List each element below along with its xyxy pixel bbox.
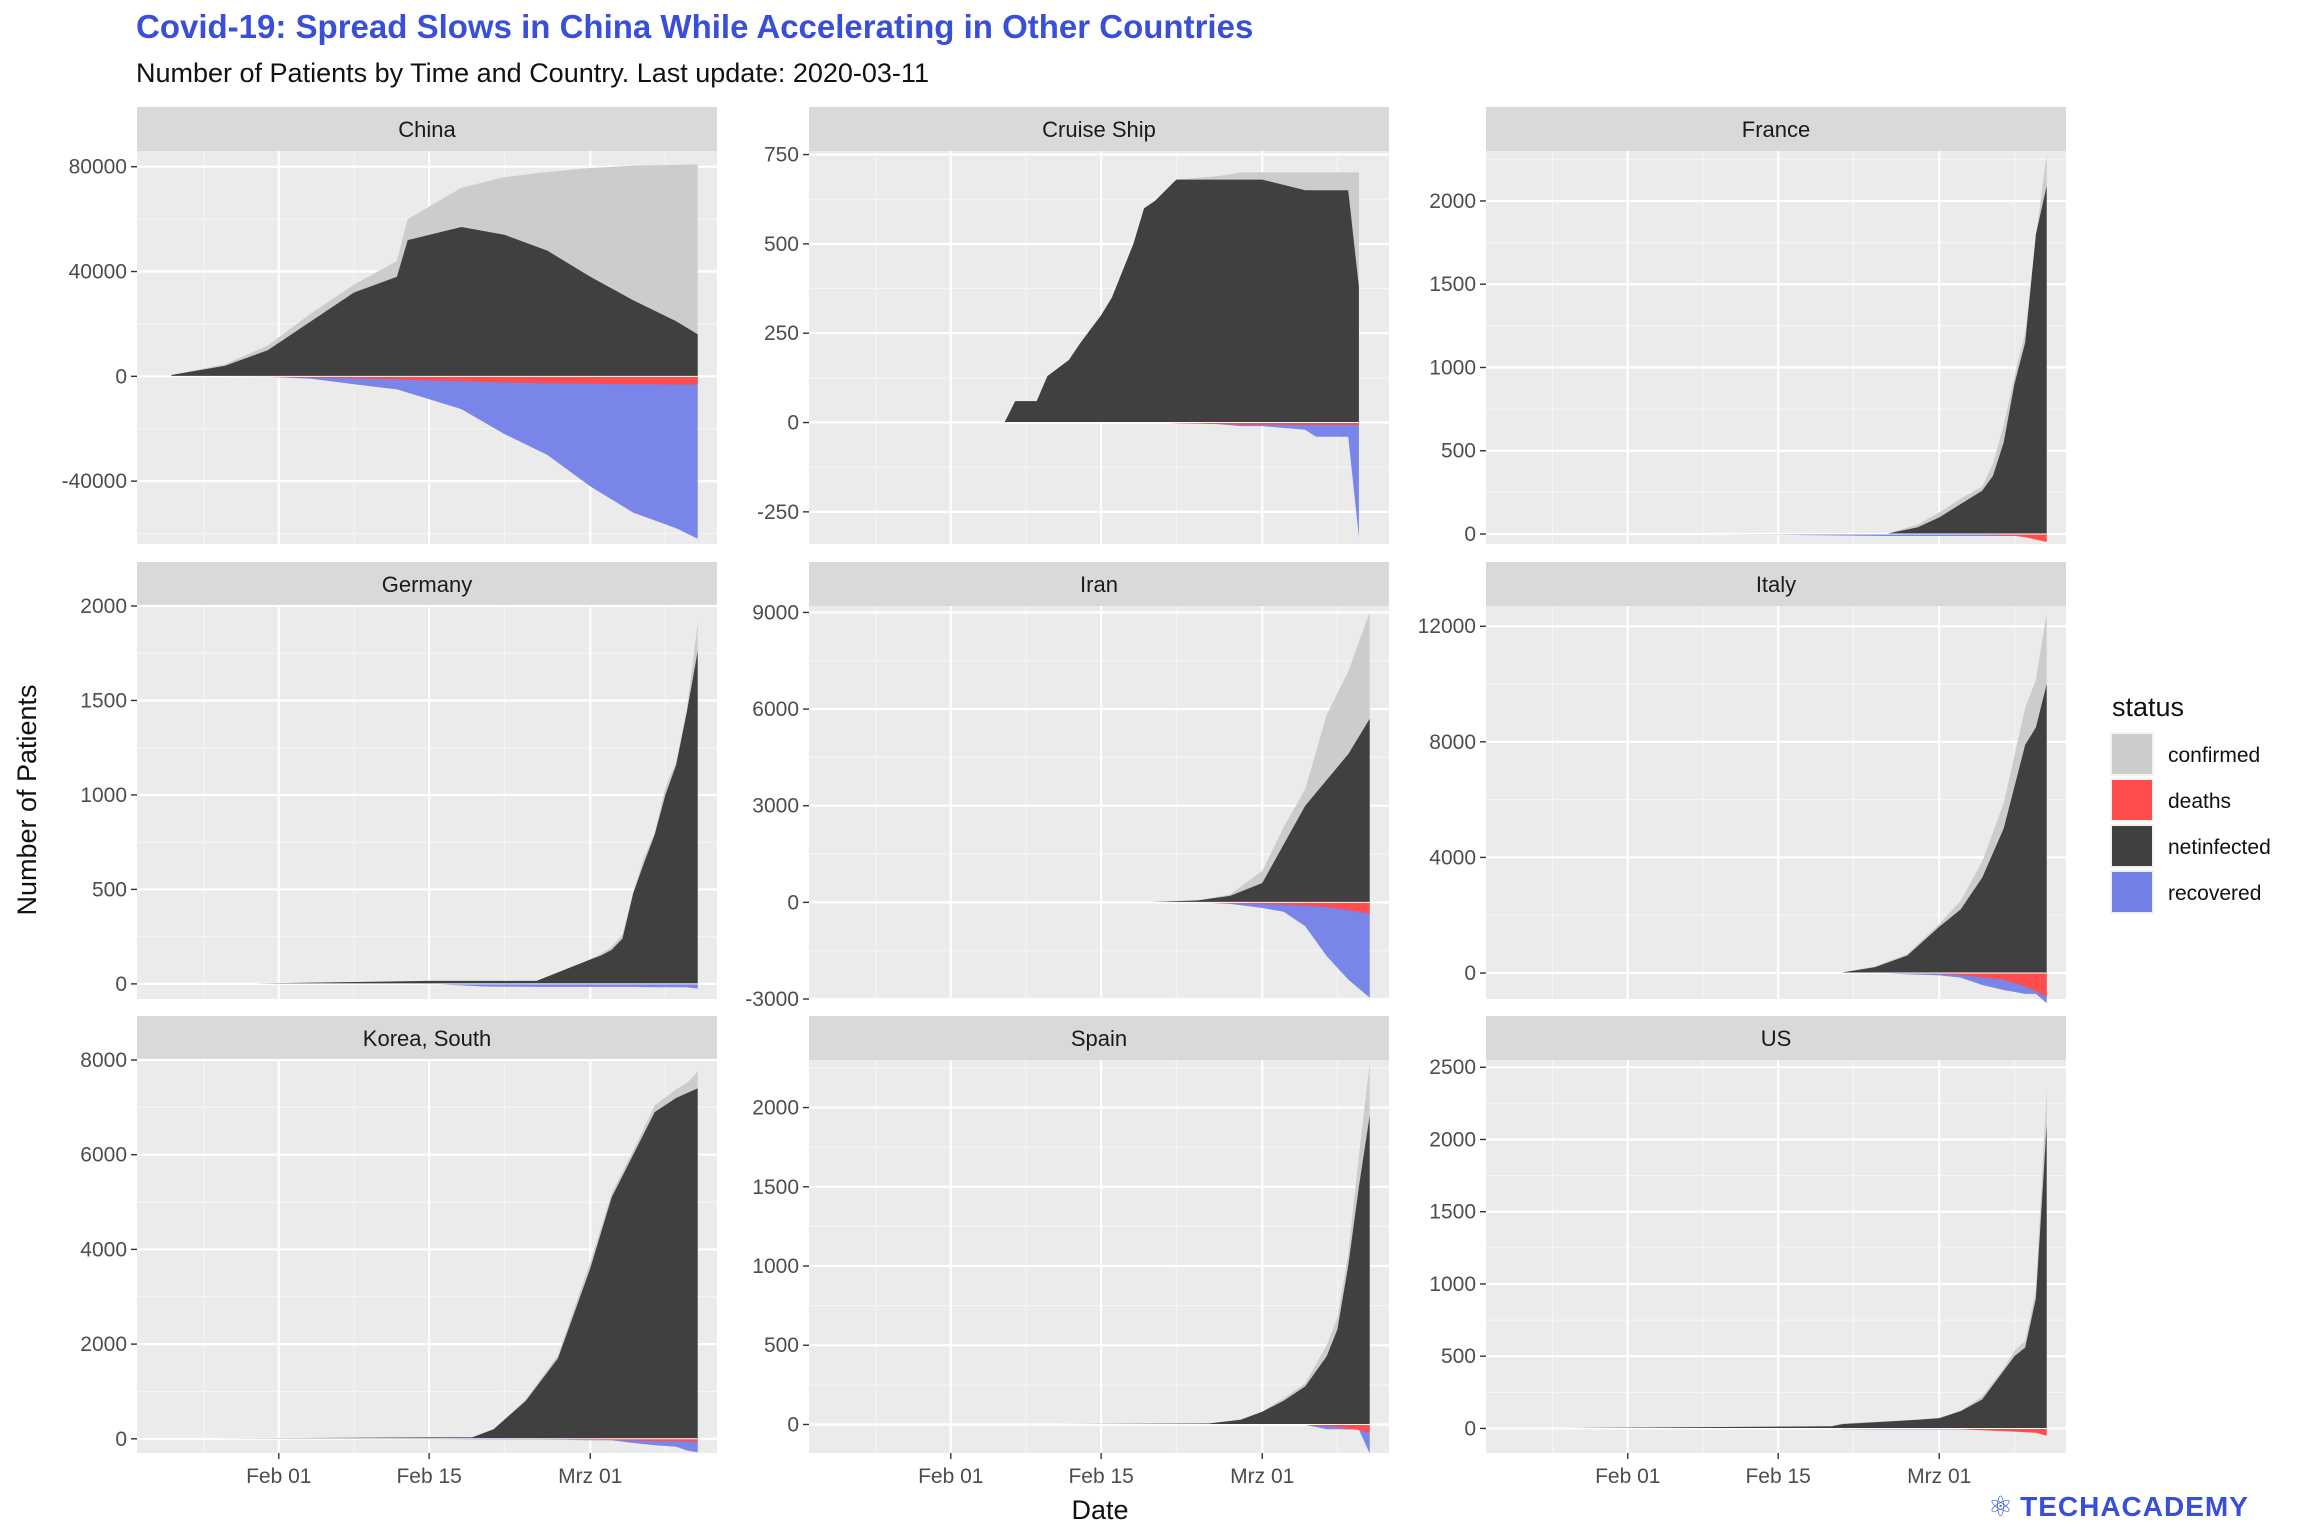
y-tick-label: 1500	[752, 1176, 799, 1199]
y-tick-label: 80000	[69, 156, 127, 179]
legend-key-deaths	[2112, 780, 2152, 820]
y-tick-label: 1500	[80, 689, 127, 712]
logo-text: TECHACADEMY	[2020, 1491, 2249, 1522]
y-tick-label: -40000	[62, 470, 127, 493]
panel-strip-label: Spain	[1071, 1026, 1127, 1051]
panel-background	[1486, 1060, 2066, 1453]
y-tick-label: -250	[757, 501, 799, 524]
x-axis-title: Date	[1071, 1495, 1128, 1525]
x-tick-label: Mrz 01	[558, 1465, 622, 1488]
y-tick-label: 2000	[80, 1333, 127, 1356]
y-tick-label: 500	[1441, 440, 1476, 463]
y-tick-label: 1000	[80, 784, 127, 807]
panel-china: China -40000 0 40000 80000	[62, 107, 717, 544]
panel-france: France 0 500 1000 1500 2000	[1429, 107, 2066, 546]
y-tick-label: 1500	[1429, 1201, 1476, 1224]
panel-spain: Spain 0 500 1000 1500 2000 Feb 01 Feb 15 Mrz 01	[752, 1016, 1389, 1488]
panel-strip-label: US	[1761, 1026, 1792, 1051]
x-tick-label: Feb 01	[1595, 1465, 1660, 1488]
techacademy-logo: ⚛ TECHACADEMY	[1988, 1490, 2249, 1523]
y-axis-title: Number of Patients	[12, 684, 42, 915]
legend-label-netinfected: netinfected	[2168, 836, 2271, 859]
y-tick-label: 0	[787, 1413, 799, 1436]
legend-label-confirmed: confirmed	[2168, 744, 2260, 767]
y-tick-label: 9000	[752, 601, 799, 624]
legend-key-confirmed	[2112, 734, 2152, 774]
panel-strip-label: Iran	[1080, 572, 1118, 597]
y-tick-label: 500	[1441, 1345, 1476, 1368]
y-tick-label: 0	[1464, 1417, 1476, 1440]
legend-label-recovered: recovered	[2168, 882, 2261, 905]
y-tick-label: 2000	[1429, 190, 1476, 213]
panel-background	[1486, 151, 2066, 544]
y-tick-label: 0	[1464, 962, 1476, 985]
y-tick-label: 0	[787, 891, 799, 914]
legend: status confirmed deaths netinfected recovere…	[2110, 692, 2271, 914]
panel-italy: Italy 0 4000 8000 12000	[1418, 562, 2066, 1003]
y-tick-label: 2000	[80, 595, 127, 618]
legend-key-netinfected	[2112, 826, 2152, 866]
panel-strip-label: Germany	[382, 572, 472, 597]
y-tick-label: 8000	[1429, 731, 1476, 754]
panel-cruise-ship: Cruise Ship -250 0 250 500 750	[757, 107, 1389, 544]
y-tick-label: 1500	[1429, 273, 1476, 296]
panel-iran: Iran -3000 0 3000 6000 9000	[745, 562, 1389, 1011]
legend-key-recovered	[2112, 872, 2152, 912]
y-tick-label: 500	[764, 1334, 799, 1357]
y-tick-label: 500	[92, 878, 127, 901]
y-tick-label: -3000	[745, 988, 799, 1011]
x-tick-label: Feb 01	[246, 1465, 311, 1488]
panel-strip-label: Korea, South	[363, 1026, 491, 1051]
y-tick-label: 3000	[752, 795, 799, 818]
x-tick-label: Feb 01	[918, 1465, 983, 1488]
y-tick-label: 0	[115, 973, 127, 996]
y-tick-label: 0	[115, 365, 127, 388]
y-tick-label: 1000	[1429, 356, 1476, 379]
x-tick-label: Feb 15	[396, 1465, 461, 1488]
y-tick-label: 2500	[1429, 1056, 1476, 1079]
panel-korea-south: Korea, South 0 2000 4000 6000 8000 Feb 01 Feb 1…	[80, 1016, 717, 1488]
y-tick-label: 750	[764, 144, 799, 167]
y-tick-label: 2000	[1429, 1128, 1476, 1151]
y-tick-label: 4000	[1429, 846, 1476, 869]
y-tick-label: 500	[764, 233, 799, 256]
y-tick-label: 12000	[1418, 615, 1476, 638]
panel-us: US 0 500 1000 1500 2000 2500 Feb 01 Feb 15 Mrz 01	[1429, 1016, 2066, 1488]
y-tick-label: 1000	[1429, 1273, 1476, 1296]
panel-strip-label: Italy	[1756, 572, 1796, 597]
y-tick-label: 0	[115, 1428, 127, 1451]
y-tick-label: 6000	[752, 698, 799, 721]
y-tick-label: 6000	[80, 1144, 127, 1167]
y-tick-label: 8000	[80, 1049, 127, 1072]
y-tick-label: 250	[764, 322, 799, 345]
y-tick-label: 0	[1464, 523, 1476, 546]
panel-germany: Germany 0 500 1000 1500 2000	[80, 562, 717, 999]
atom-icon: ⚛	[1988, 1490, 2014, 1523]
y-tick-label: 2000	[752, 1097, 799, 1120]
y-tick-label: 0	[787, 412, 799, 435]
panel-strip-label: China	[398, 117, 456, 142]
x-tick-label: Mrz 01	[1907, 1465, 1971, 1488]
x-tick-label: Feb 15	[1745, 1465, 1810, 1488]
panel-strip-label: Cruise Ship	[1042, 117, 1156, 142]
x-tick-label: Mrz 01	[1230, 1465, 1294, 1488]
legend-title: status	[2112, 692, 2184, 722]
legend-label-deaths: deaths	[2168, 790, 2231, 813]
y-tick-label: 4000	[80, 1238, 127, 1261]
y-tick-label: 1000	[752, 1255, 799, 1278]
x-tick-label: Feb 15	[1068, 1465, 1133, 1488]
y-tick-label: 40000	[69, 261, 127, 284]
panel-strip-label: France	[1742, 117, 1810, 142]
